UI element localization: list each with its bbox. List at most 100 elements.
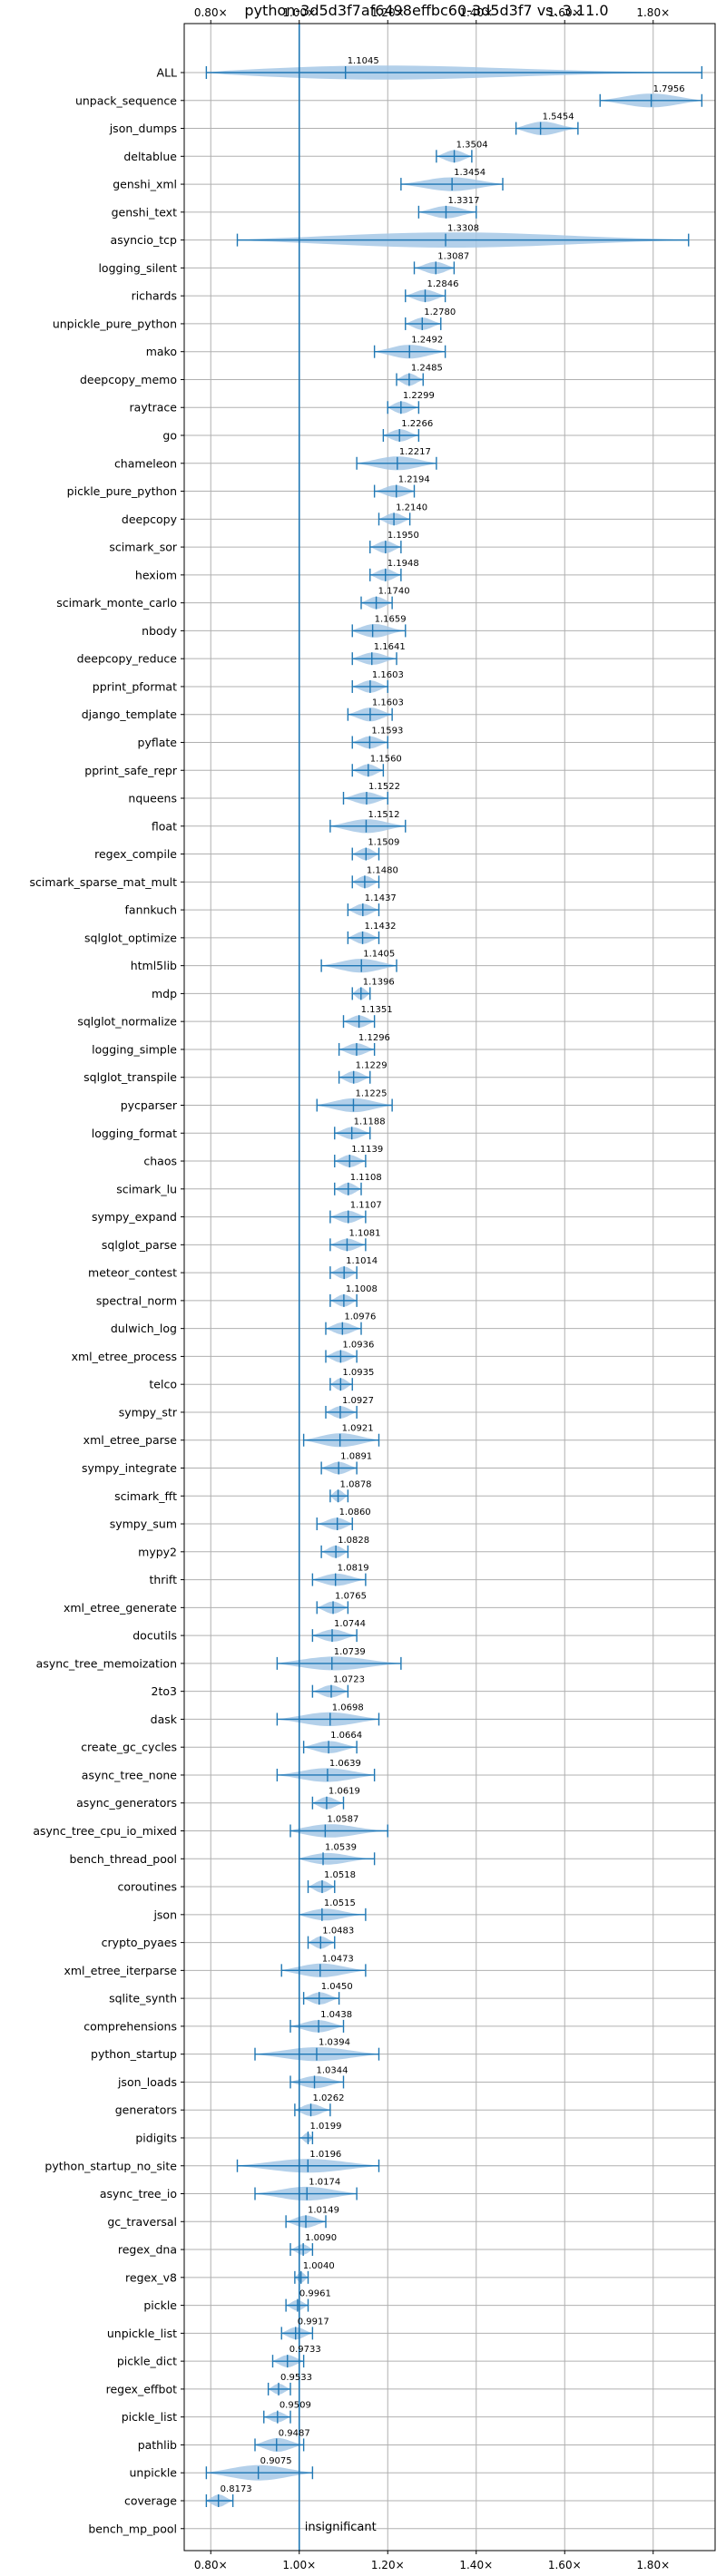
benchmark-label: python_startup_no_site xyxy=(44,2159,177,2172)
value-label: 1.0921 xyxy=(342,1424,374,1434)
benchmark-label: nbody xyxy=(142,624,177,638)
benchmark-label: async_tree_memoization xyxy=(36,1656,177,1670)
x-tick-label-bottom: 1.40× xyxy=(459,2559,493,2571)
benchmark-label: sqlglot_transpile xyxy=(83,1070,177,1084)
benchmark-label: float xyxy=(152,819,177,833)
value-label: 1.3454 xyxy=(454,168,486,178)
value-label: 1.0518 xyxy=(324,1870,356,1880)
benchmark-label: coverage xyxy=(124,2493,177,2507)
value-label: 1.0149 xyxy=(308,2205,339,2215)
benchmark-label: unpickle_list xyxy=(107,2327,177,2340)
value-label: 1.0739 xyxy=(334,1647,366,1657)
benchmark-label: scimark_lu xyxy=(116,1182,177,1195)
value-label: 1.1108 xyxy=(350,1173,382,1183)
benchmark-label: sqlglot_parse xyxy=(102,1238,177,1252)
benchmark-label: thrift xyxy=(149,1573,177,1586)
value-label: 0.8173 xyxy=(221,2484,252,2494)
x-tick-label-bottom: 1.20× xyxy=(371,2559,405,2571)
value-label: 1.0587 xyxy=(327,1815,358,1825)
value-label: 1.1522 xyxy=(368,782,400,792)
benchmark-label: regex_dna xyxy=(118,2243,177,2257)
benchmark-label: python_startup xyxy=(91,2047,177,2061)
benchmark-label: mypy2 xyxy=(138,1545,177,1558)
value-label: 0.9961 xyxy=(299,2289,331,2299)
value-label: 1.0927 xyxy=(342,1396,374,1406)
value-label: 1.1229 xyxy=(356,1061,388,1071)
benchmark-label: meteor_contest xyxy=(88,1266,177,1280)
value-label: 1.2217 xyxy=(399,447,431,457)
value-label: 1.0619 xyxy=(329,1787,360,1797)
value-label: 1.1225 xyxy=(355,1088,387,1098)
benchmark-label: async_tree_io xyxy=(100,2187,177,2200)
benchmark-label: pickle_dict xyxy=(117,2355,177,2368)
benchmark-label: scimark_sparse_mat_mult xyxy=(30,875,178,889)
value-label: 0.9733 xyxy=(289,2345,321,2355)
value-label: 1.0344 xyxy=(317,2065,348,2075)
benchmark-label: pathlib xyxy=(138,2438,177,2452)
value-label: 1.1188 xyxy=(354,1117,386,1127)
value-label: 1.0438 xyxy=(320,2010,352,2020)
benchmark-label: xml_etree_process xyxy=(72,1350,177,1363)
x-tick-label-top: 1.40× xyxy=(459,6,493,19)
value-label: 1.1045 xyxy=(348,56,379,66)
benchmark-label: richards xyxy=(132,289,177,303)
benchmark-label: async_tree_none xyxy=(82,1768,178,1781)
value-label: 1.1950 xyxy=(388,531,419,541)
benchmark-label: json xyxy=(152,1908,177,1921)
benchmark-label: chameleon xyxy=(114,456,177,470)
benchmark-label: coroutines xyxy=(118,1880,177,1894)
value-label: 1.0394 xyxy=(319,2038,350,2048)
value-label: 1.1948 xyxy=(388,559,419,569)
benchmark-label: pickle_pure_python xyxy=(67,484,177,498)
benchmark-label: xml_etree_generate xyxy=(64,1601,177,1615)
benchmark-label: logging_silent xyxy=(98,261,177,275)
benchmark-label: unpack_sequence xyxy=(75,93,177,107)
benchmark-label: 2to3 xyxy=(152,1684,177,1698)
value-label: 1.1641 xyxy=(374,642,406,652)
x-tick-label-top: 1.60× xyxy=(548,6,582,19)
value-label: 1.3308 xyxy=(447,224,479,234)
value-label: 1.1593 xyxy=(371,726,403,736)
benchmark-label: regex_effbot xyxy=(106,2382,177,2395)
benchmark-label: hexiom xyxy=(135,568,177,581)
value-label: 1.2780 xyxy=(424,307,456,317)
benchmark-label: sympy_str xyxy=(119,1405,178,1419)
value-label: 0.9487 xyxy=(279,2428,310,2438)
value-label: 1.1296 xyxy=(358,1033,390,1043)
value-label: 1.1603 xyxy=(372,698,404,708)
benchmark-label: spectral_norm xyxy=(96,1293,177,1307)
value-label: 1.7956 xyxy=(653,84,685,94)
x-tick-label-top: 1.80× xyxy=(636,6,670,19)
value-label: 1.2846 xyxy=(427,279,458,289)
value-label: 1.0515 xyxy=(324,1898,356,1908)
violin-layer xyxy=(206,65,702,2507)
value-label: 1.0483 xyxy=(322,1927,354,1937)
benchmark-label: go xyxy=(162,429,177,443)
value-label: 1.1432 xyxy=(365,922,397,932)
value-label: 1.0891 xyxy=(340,1452,372,1462)
value-label: 1.2194 xyxy=(398,475,430,485)
benchmark-label: html5lib xyxy=(131,959,177,972)
value-label: 1.1405 xyxy=(363,950,395,960)
plot-frame xyxy=(183,23,716,2552)
benchmark-label: json_loads xyxy=(117,2075,177,2089)
benchmark-label: deepcopy_memo xyxy=(80,373,177,386)
value-label: 1.2485 xyxy=(411,363,443,373)
label-layer: 1.1045 1.7956 1.5454 1.3504 1.3454 1.3317 1.33… xyxy=(221,56,685,2534)
value-label: 1.0450 xyxy=(321,1982,353,1992)
insignificant-note: insignificant xyxy=(305,2521,377,2534)
value-label: 1.1014 xyxy=(346,1256,378,1266)
benchmark-label: fannkuch xyxy=(125,903,177,917)
benchmark-label: logging_format xyxy=(92,1127,177,1140)
value-label: 1.3087 xyxy=(437,251,469,261)
benchmark-label: sympy_expand xyxy=(92,1210,177,1224)
x-tick-label-bottom: 1.60× xyxy=(548,2559,582,2571)
value-label: 1.0262 xyxy=(313,2093,345,2103)
benchmark-label: pyflate xyxy=(138,736,178,749)
benchmark-label: xml_etree_iterparse xyxy=(64,1964,177,1977)
value-label: 1.0828 xyxy=(338,1536,369,1546)
benchmark-label: bench_thread_pool xyxy=(69,1852,177,1866)
value-label: 1.2299 xyxy=(403,391,435,401)
benchmark-label: regex_v8 xyxy=(125,2270,177,2284)
value-label: 0.9509 xyxy=(280,2401,311,2411)
